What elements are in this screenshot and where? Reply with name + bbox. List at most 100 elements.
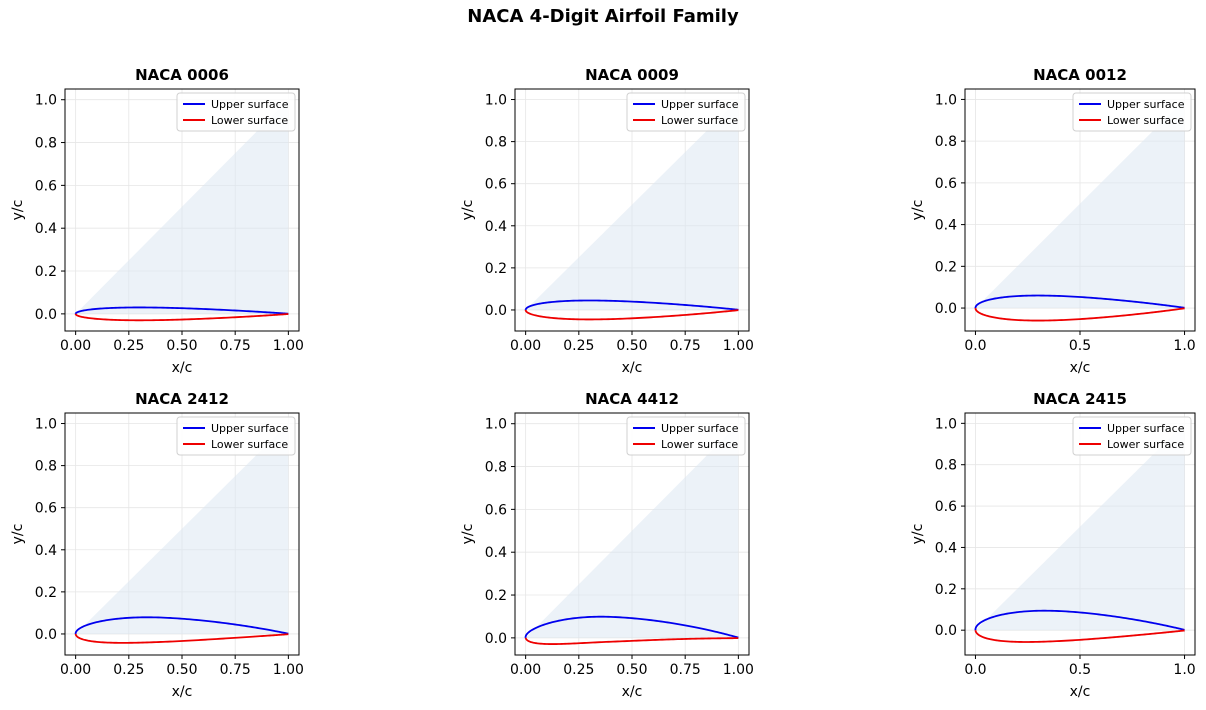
- upper-surface-line: [74, 616, 289, 635]
- y-tick-label: 0.6: [35, 178, 57, 194]
- area-fill: [75, 423, 289, 634]
- legend-label-lower: Lower surface: [211, 114, 288, 127]
- y-tick-label: 0.4: [935, 218, 957, 234]
- x-axis-label: x/c: [172, 360, 193, 376]
- area-fill: [75, 99, 289, 314]
- legend-label-lower: Lower surface: [661, 438, 738, 451]
- legend-label-upper: Upper surface: [211, 422, 289, 435]
- legend-box: [626, 92, 746, 132]
- upper-surface-line: [74, 306, 289, 315]
- x-axis-label: x/c: [622, 360, 643, 376]
- y-tick-label: 0.8: [935, 134, 957, 150]
- x-axis-label: x/c: [1070, 360, 1091, 376]
- y-tick-label: 0.2: [935, 259, 957, 275]
- x-tick-label: 0.50: [616, 662, 647, 678]
- legend-label-upper: Upper surface: [1107, 422, 1185, 435]
- y-tick-label: 0.2: [35, 585, 57, 601]
- legend-label-lower: Lower surface: [1107, 114, 1184, 127]
- legend: Upper surface Lower surface: [1072, 92, 1192, 132]
- x-tick-label: 0.75: [670, 662, 701, 678]
- legend-label-upper: Upper surface: [211, 98, 289, 111]
- legend-label-upper: Upper surface: [661, 98, 739, 111]
- subplot-2: 0.00 0.25 0.50 0.75 1.00 0.0 0.2 0.4 0.6 0.8 1.0 NA…: [460, 66, 754, 376]
- y-tick-label: 1.0: [485, 417, 507, 433]
- y-tick-label: 0.8: [935, 458, 957, 474]
- x-tick-label: 0.0: [964, 662, 986, 678]
- lower-surface-line: [74, 313, 289, 322]
- legend-label-lower: Lower surface: [661, 114, 738, 127]
- subplot-4: 0.00 0.25 0.50 0.75 1.00 0.0 0.2 0.4 0.6 0.8 1.0 NA…: [10, 390, 304, 700]
- legend: Upper surface Lower surface: [1072, 416, 1192, 456]
- legend-label-lower: Lower surface: [211, 438, 288, 451]
- area-fill: [525, 423, 739, 638]
- x-tick-label: 1.0: [1173, 662, 1195, 678]
- x-tick-label: 0.25: [113, 338, 144, 354]
- y-tick-label: 0.2: [35, 264, 57, 280]
- x-tick-label: 0.25: [563, 338, 594, 354]
- lower-surface-line: [524, 637, 739, 645]
- x-tick-label: 0.25: [563, 662, 594, 678]
- x-tick-label: 0.50: [166, 662, 197, 678]
- y-axis-label: y/c: [460, 200, 476, 221]
- x-tick-label: 1.00: [273, 662, 304, 678]
- y-tick-label: 0.0: [35, 627, 57, 643]
- upper-surface-line: [974, 609, 1185, 631]
- x-axis-label: x/c: [1070, 684, 1091, 700]
- y-tick-label: 0.6: [935, 176, 957, 192]
- y-tick-label: 0.0: [935, 301, 957, 317]
- y-tick-label: 1.0: [935, 416, 957, 432]
- y-tick-label: 0.2: [485, 261, 507, 277]
- y-tick-label: 0.0: [35, 307, 57, 323]
- y-tick-label: 0.6: [485, 177, 507, 193]
- lower-surface-line: [74, 633, 289, 644]
- y-tick-label: 0.8: [35, 459, 57, 475]
- subplot-title: NACA 2415: [1033, 390, 1127, 408]
- subplot-title: NACA 0006: [135, 66, 229, 84]
- subplot-title: NACA 0012: [1033, 66, 1127, 84]
- y-tick-label: 0.8: [485, 135, 507, 151]
- legend-box: [1072, 416, 1192, 456]
- y-axis-label: y/c: [910, 524, 926, 545]
- y-axis-label: y/c: [910, 200, 926, 221]
- y-tick-label: 0.4: [935, 540, 957, 556]
- y-tick-label: 0.4: [485, 219, 507, 235]
- y-axis-label: y/c: [460, 524, 476, 545]
- x-tick-label: 0.25: [113, 662, 144, 678]
- y-tick-label: 1.0: [35, 417, 57, 433]
- legend: Upper surface Lower surface: [176, 416, 296, 456]
- figure-title: NACA 4-Digit Airfoil Family: [467, 6, 739, 27]
- x-tick-label: 0.5: [1069, 338, 1091, 354]
- y-tick-label: 1.0: [485, 93, 507, 109]
- y-tick-label: 0.2: [485, 588, 507, 604]
- legend-box: [176, 416, 296, 456]
- y-tick-label: 0.4: [35, 543, 57, 559]
- subplot-title: NACA 2412: [135, 390, 229, 408]
- y-axis-label: y/c: [10, 200, 26, 221]
- legend: Upper surface Lower surface: [626, 416, 746, 456]
- x-tick-label: 0.0: [964, 338, 986, 354]
- x-tick-label: 1.00: [273, 338, 304, 354]
- lower-surface-line: [974, 307, 1185, 322]
- y-tick-label: 0.6: [935, 499, 957, 515]
- legend-label-lower: Lower surface: [1107, 438, 1184, 451]
- legend-box: [1072, 92, 1192, 132]
- x-tick-label: 0.75: [220, 662, 251, 678]
- x-tick-label: 1.00: [723, 662, 754, 678]
- x-tick-label: 0.5: [1069, 662, 1091, 678]
- y-tick-label: 0.4: [35, 221, 57, 237]
- subplot-title: NACA 4412: [585, 390, 679, 408]
- x-tick-label: 1.0: [1173, 338, 1195, 354]
- x-axis-label: x/c: [622, 684, 643, 700]
- lower-surface-line: [974, 629, 1185, 643]
- y-tick-label: 0.4: [485, 545, 507, 561]
- x-tick-label: 1.00: [723, 338, 754, 354]
- subplot-1: 0.00 0.25 0.50 0.75 1.00 0.0 0.2 0.4 0.6 0.8 1.0 NA…: [10, 66, 304, 376]
- y-tick-label: 0.0: [935, 623, 957, 639]
- x-tick-label: 0.50: [166, 338, 197, 354]
- upper-surface-line: [974, 294, 1185, 309]
- area-fill: [975, 99, 1185, 309]
- upper-surface-line: [524, 299, 739, 311]
- x-tick-label: 0.75: [220, 338, 251, 354]
- subplot-5: 0.00 0.25 0.50 0.75 1.00 0.0 0.2 0.4 0.6 0.8 1.0 NA…: [460, 390, 754, 700]
